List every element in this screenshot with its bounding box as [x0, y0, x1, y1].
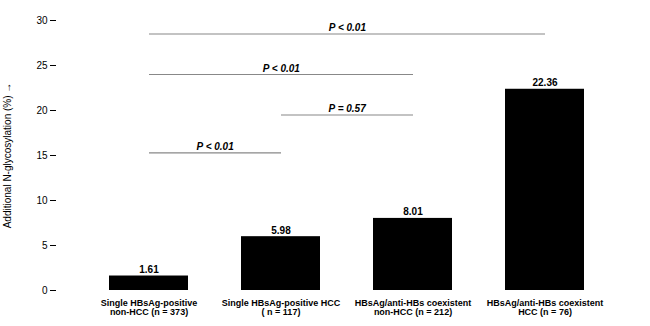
svg-text:HBsAg/anti-HBs coexistentnon-H: HBsAg/anti-HBs coexistentnon-HCC (n = 21… — [355, 298, 472, 317]
svg-text:5: 5 — [42, 240, 48, 251]
svg-text:1.61: 1.61 — [139, 264, 159, 275]
svg-text:15: 15 — [36, 150, 48, 161]
svg-text:P < 0.01: P < 0.01 — [263, 63, 301, 74]
svg-text:P < 0.01: P < 0.01 — [329, 22, 367, 33]
svg-text:22.36: 22.36 — [532, 77, 557, 88]
svg-text:P = 0.57: P = 0.57 — [329, 103, 367, 114]
svg-text:HBsAg/anti-HBs coexistentHCC (: HBsAg/anti-HBs coexistentHCC (n = 76) — [487, 298, 604, 317]
svg-text:20: 20 — [36, 105, 48, 116]
svg-text:8.01: 8.01 — [403, 206, 423, 217]
svg-text:10: 10 — [36, 195, 48, 206]
svg-text:0: 0 — [42, 285, 48, 296]
svg-text:25: 25 — [36, 60, 48, 71]
svg-text:30: 30 — [36, 15, 48, 26]
svg-text:Additional N-glycosylation (%): Additional N-glycosylation (%) → — [2, 83, 13, 229]
svg-text:Single HBsAg-positivenon-HCC (: Single HBsAg-positivenon-HCC (n = 373) — [101, 298, 198, 317]
svg-text:5.98: 5.98 — [271, 225, 291, 236]
svg-text:Single HBsAg-positive HCC( n =: Single HBsAg-positive HCC( n = 117) — [222, 298, 341, 317]
svg-text:P < 0.01: P < 0.01 — [197, 141, 235, 152]
